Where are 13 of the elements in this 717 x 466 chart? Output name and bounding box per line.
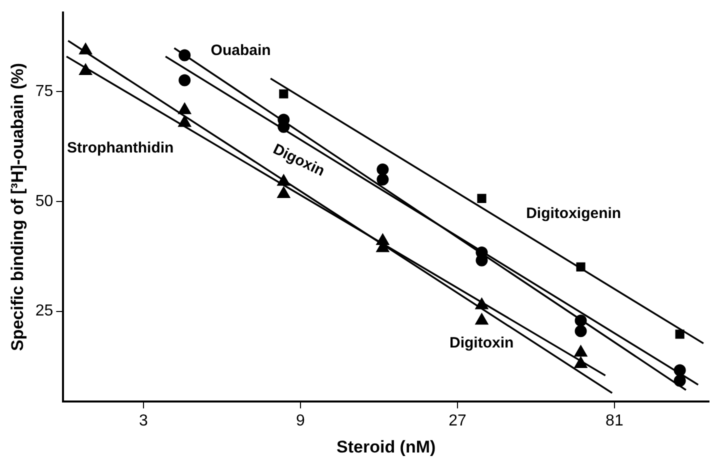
x-tick-label: 9 (296, 412, 306, 430)
series-label: Digitoxigenin (526, 205, 622, 222)
series-label: Ouabain (210, 42, 271, 59)
x-tick-label: 81 (606, 412, 624, 430)
series-label: Digitoxin (449, 334, 514, 352)
series-label: Strophanthidin (67, 140, 174, 157)
y-tick-label: 75 (35, 83, 54, 100)
y-tick-label: 25 (35, 302, 54, 320)
x-axis-title: Steroid (nM) (336, 437, 436, 456)
x-tick-label: 3 (139, 412, 148, 430)
y-tick-label: 50 (35, 192, 54, 210)
y-axis-title: Specific binding of [³H]-ouabain (%) (8, 62, 27, 352)
x-tick-label: 27 (448, 412, 466, 430)
